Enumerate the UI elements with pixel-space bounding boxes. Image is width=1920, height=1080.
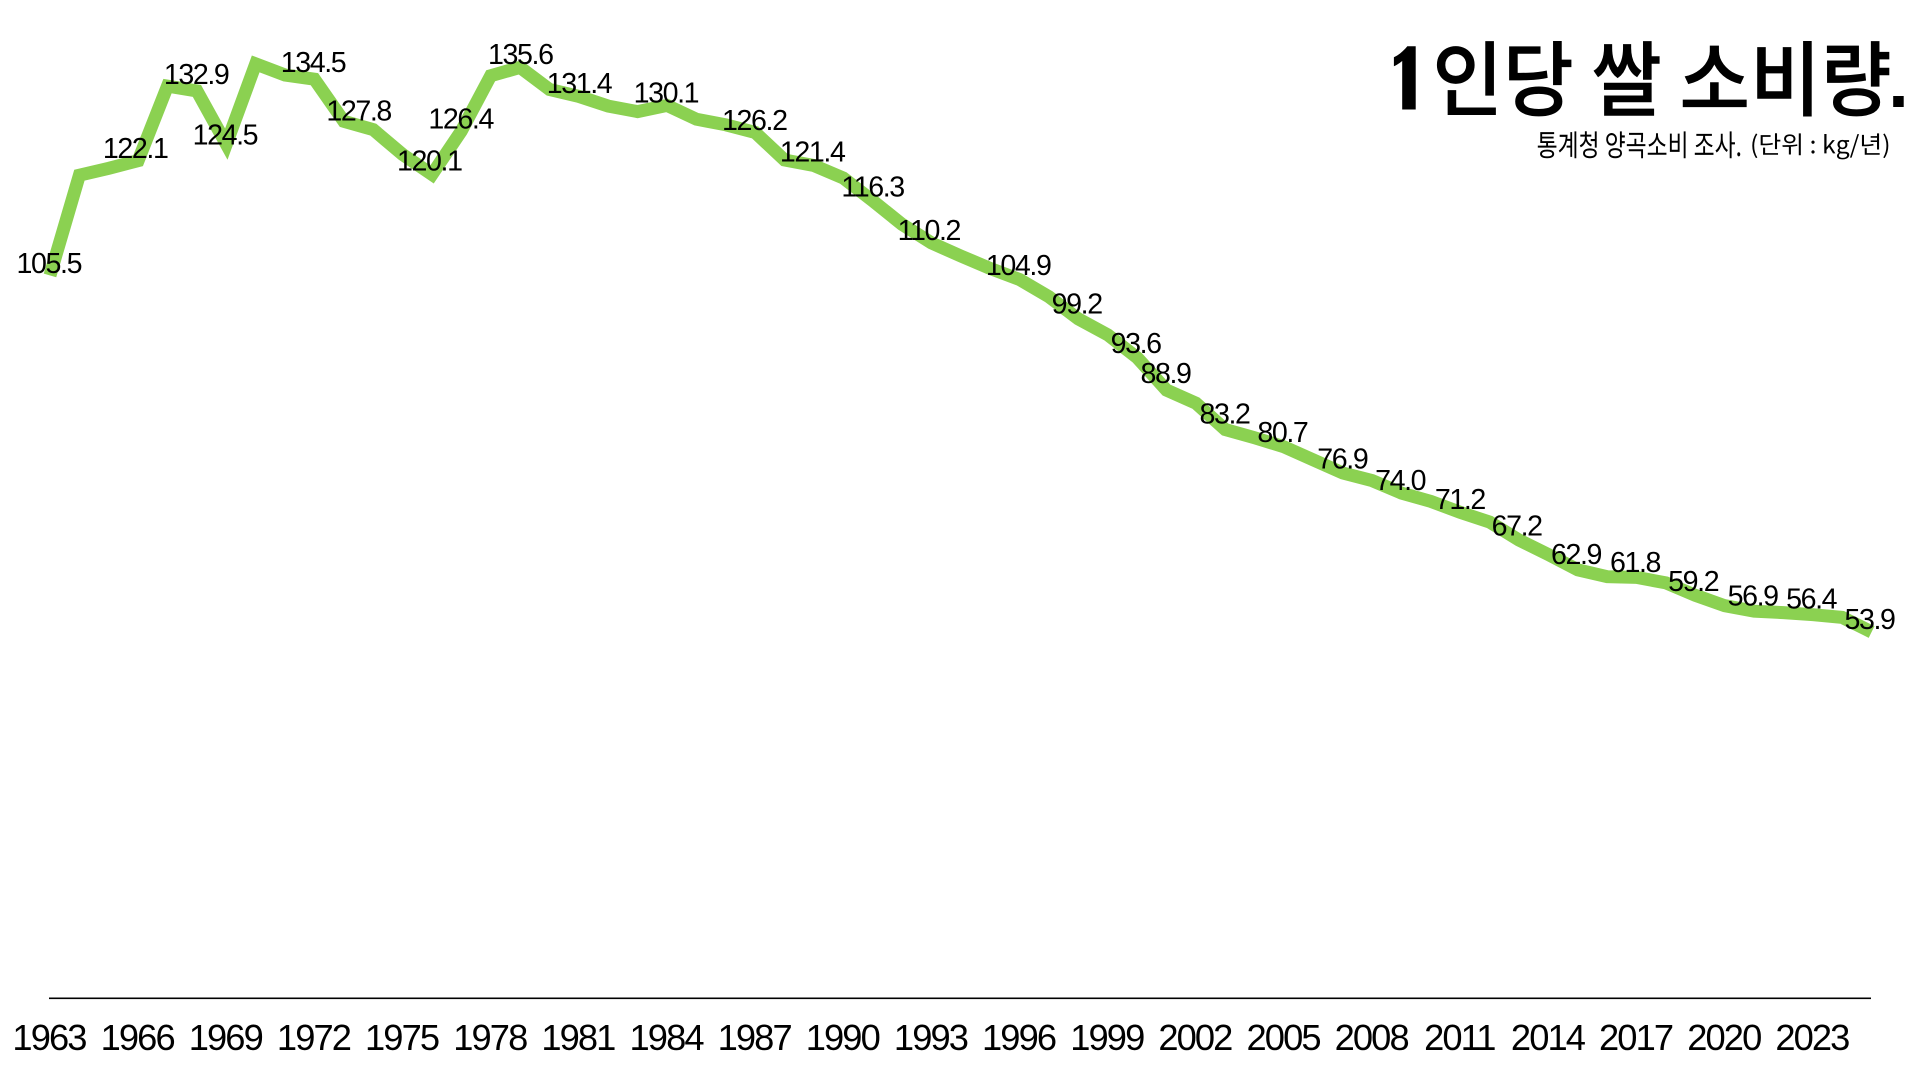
svg-text:2002: 2002 [1158,1017,1232,1058]
svg-text:80.7: 80.7 [1257,417,1308,449]
svg-text:76.9: 76.9 [1317,444,1368,476]
svg-text:2023: 2023 [1775,1017,1849,1058]
svg-text:105.5: 105.5 [17,248,82,280]
svg-text:67.2: 67.2 [1492,510,1543,542]
svg-text:59.2: 59.2 [1668,566,1719,598]
svg-text:1969: 1969 [189,1017,263,1058]
svg-text:53.9: 53.9 [1844,604,1895,636]
svg-text:1984: 1984 [630,1017,705,1058]
svg-text:1966: 1966 [101,1017,175,1058]
svg-text:2011: 2011 [1424,1017,1495,1058]
svg-text:130.1: 130.1 [634,77,699,109]
svg-text:126.2: 126.2 [722,105,787,137]
svg-text:1999: 1999 [1070,1017,1144,1058]
svg-text:104.9: 104.9 [986,250,1051,282]
svg-text:1993: 1993 [894,1017,968,1058]
svg-text:1996: 1996 [982,1017,1056,1058]
svg-text:1978: 1978 [453,1017,527,1058]
svg-text:2017: 2017 [1599,1017,1673,1058]
svg-text:1990: 1990 [806,1017,880,1058]
svg-text:56.4: 56.4 [1786,584,1838,616]
svg-text:61.8: 61.8 [1610,547,1661,579]
svg-text:83.2: 83.2 [1199,399,1250,431]
svg-text:88.9: 88.9 [1140,358,1191,390]
svg-text:2014: 2014 [1511,1017,1586,1058]
svg-text:56.9: 56.9 [1728,581,1779,613]
svg-text:120.1: 120.1 [397,146,462,178]
svg-text:1972: 1972 [277,1017,351,1058]
svg-text:122.1: 122.1 [103,133,168,165]
svg-text:99.2: 99.2 [1052,289,1103,321]
svg-text:121.4: 121.4 [780,137,846,169]
svg-text:126.4: 126.4 [428,103,494,135]
svg-text:74.0: 74.0 [1375,465,1426,497]
svg-text:110.2: 110.2 [898,215,961,247]
svg-text:2008: 2008 [1335,1017,1409,1058]
svg-text:116.3: 116.3 [841,172,904,204]
svg-text:132.9: 132.9 [164,59,229,91]
svg-text:131.4: 131.4 [547,68,613,100]
svg-text:1975: 1975 [365,1017,439,1058]
svg-text:71.2: 71.2 [1435,484,1486,516]
svg-text:1963: 1963 [12,1017,86,1058]
svg-text:1981: 1981 [541,1017,615,1058]
svg-text:62.9: 62.9 [1551,539,1602,571]
svg-text:1987: 1987 [718,1017,792,1058]
svg-text:127.8: 127.8 [326,96,391,128]
svg-text:2005: 2005 [1247,1017,1321,1058]
svg-text:134.5: 134.5 [281,47,346,79]
svg-text:135.6: 135.6 [488,39,553,71]
svg-text:93.6: 93.6 [1111,328,1162,360]
svg-text:124.5: 124.5 [193,120,258,152]
svg-text:2020: 2020 [1687,1017,1761,1058]
